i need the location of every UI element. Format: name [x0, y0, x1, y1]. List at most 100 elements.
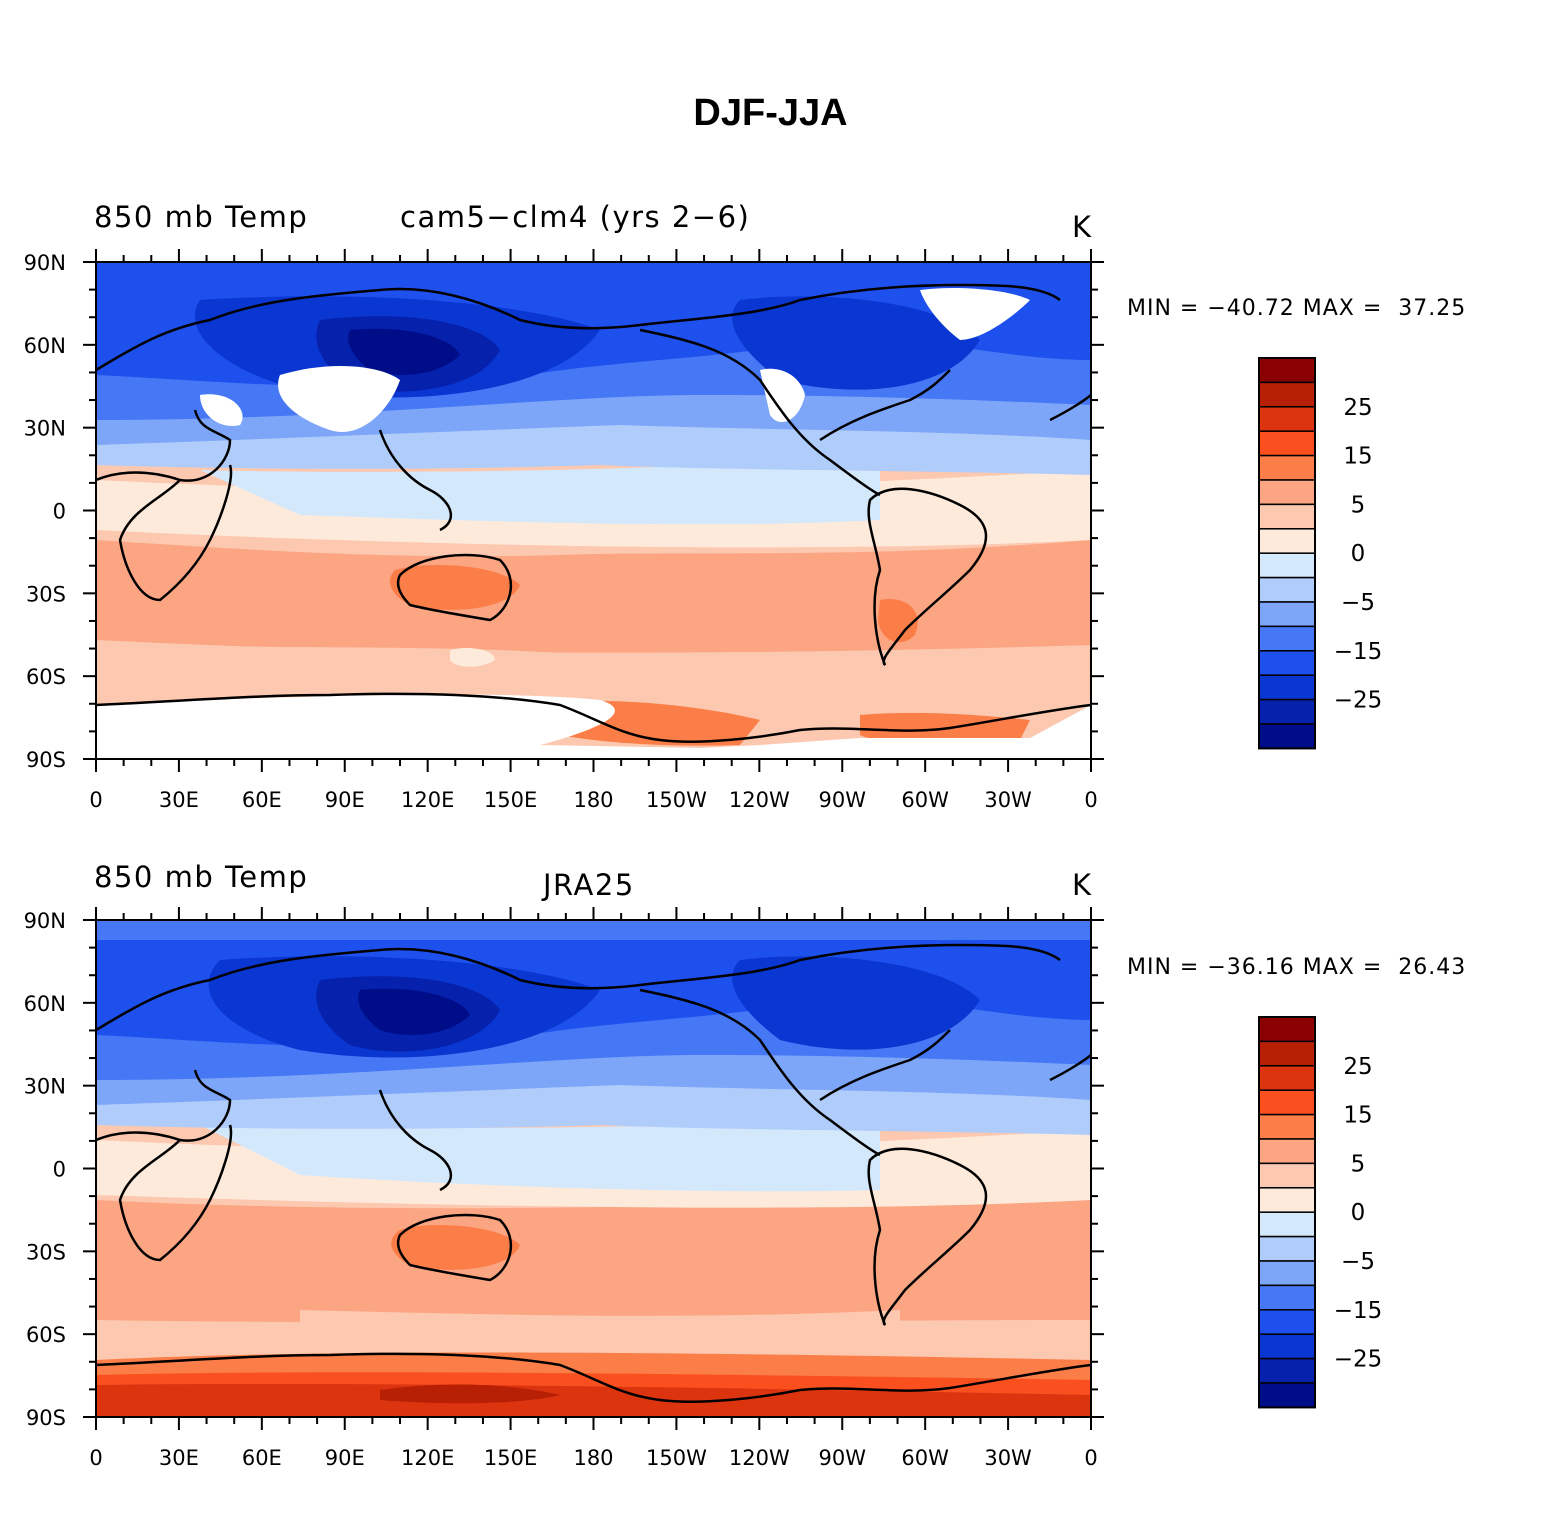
panel-2-colorbar-box [1258, 1162, 1316, 1189]
panel-1-case-label: cam5−clm4 (yrs 2−6) [400, 200, 751, 234]
panel-2-y-tick-label: 30N [24, 1075, 66, 1099]
panel-2-variable-label: 850 mb Temp [94, 860, 309, 894]
panel-2-colorbar-label: 5 [1351, 1151, 1366, 1177]
panel-2-colorbar-label: 15 [1343, 1103, 1372, 1129]
panel-1-x-tick-label: 150E [484, 788, 537, 812]
panel-2-colorbar-box [1258, 1065, 1316, 1091]
panel-1-colorbar-box [1258, 723, 1316, 750]
panel-2-y-tick-label: 60N [24, 992, 66, 1016]
panel-2-colorbar-box [1258, 1284, 1316, 1311]
panel-1-colorbar-label: 25 [1343, 395, 1372, 421]
panel-1-coastlines [96, 283, 1091, 743]
panel-2-y-tick-label: 0 [53, 1158, 66, 1182]
panel-1-colorbar-box [1258, 528, 1316, 554]
panel-1-colorbar-box [1258, 698, 1316, 725]
panel-2-x-tick-label: 90W [819, 1446, 867, 1470]
panel-2-x-tick-label: 30W [984, 1446, 1032, 1470]
panel-1-colorbar-box [1258, 576, 1316, 603]
panel-2-colorbar-box [1258, 1333, 1316, 1360]
panel-1-colorbar: 25 15 5 0 −5 −15 −25 [1258, 357, 1383, 750]
panel-1-x-tick-label: 120W [729, 788, 790, 812]
panel-1-x-tick-label: 150W [646, 788, 707, 812]
panel-2-min-max-stats: MIN = −36.16 MAX = 26.43 [1127, 955, 1467, 980]
panel-2-colorbar-label: 0 [1351, 1200, 1366, 1226]
panel-2-x-tick-label: 150W [646, 1446, 707, 1470]
panel-2-colorbar-box [1258, 1235, 1316, 1262]
panel-2-y-tick-label: 90N [24, 909, 66, 933]
panel-2-x-tick-label: 30E [159, 1446, 199, 1470]
panel-1-ticks: 90N 60N 30N 0 30S 60S 90S 0 30E 60E 90E 120E 150E 180… [24, 249, 1104, 812]
panel-1-x-tick-label: 30W [984, 788, 1032, 812]
panel-2-x-tick-label: 120W [729, 1446, 790, 1470]
panel-2-colorbar-label: 25 [1343, 1054, 1372, 1080]
panel-2-colorbar-box [1258, 1040, 1316, 1067]
panel-1-colorbar-label: −15 [1334, 639, 1383, 665]
panel-2-x-tick-label: 0 [1084, 1446, 1097, 1470]
panel-1-x-tick-label: 0 [1084, 788, 1097, 812]
panel-2-x-tick-label: 60E [242, 1446, 282, 1470]
panel-1-units-label: K [1072, 210, 1093, 244]
panel-2-colorbar-box [1258, 1113, 1316, 1140]
panel-1-y-tick-label: 30S [26, 582, 66, 606]
panel-1-x-tick-label: 30E [159, 788, 199, 812]
panel-1-colorbar-box [1258, 357, 1316, 384]
panel-1-colorbar-label: −5 [1341, 590, 1375, 616]
panel-2-case-label: JRA25 [543, 868, 635, 902]
panel-1-x-tick-label: 60E [242, 788, 282, 812]
panel-2-x-tick-label: 90E [325, 1446, 365, 1470]
panel-1-x-tick-label: 0 [89, 788, 102, 812]
panel-2-colorbar-box [1258, 1309, 1316, 1335]
panel-1-colorbar-box [1258, 454, 1316, 481]
panel-1-variable-label: 850 mb Temp [94, 200, 309, 234]
panel-2-colorbar-box [1258, 1016, 1316, 1043]
panel-1-colorbar-box [1258, 601, 1316, 628]
panel-1-colorbar-box [1258, 479, 1316, 506]
panel-2-x-tick-label: 120E [401, 1446, 454, 1470]
panel-2-y-tick-label: 90S [26, 1406, 66, 1430]
panel-2-colorbar-box [1258, 1357, 1316, 1384]
panel-1-colorbar-label: 15 [1343, 444, 1372, 470]
panel-2-coastlines [96, 943, 1091, 1403]
panel-2-colorbar-box [1258, 1187, 1316, 1213]
panel-1-colorbar-box [1258, 650, 1316, 676]
panel-1-colorbar-box [1258, 625, 1316, 652]
panel-1-x-tick-label: 90E [325, 788, 365, 812]
panel-1-colorbar-box [1258, 552, 1316, 579]
panel-1-x-tick-label: 180 [573, 788, 613, 812]
panel-2-colorbar-box [1258, 1089, 1316, 1116]
main-title: DJF-JJA [693, 92, 848, 134]
panel-2-ticks: 90N 60N 30N 0 30S 60S 90S 0 30E 60E 90E 120E 150E 180… [24, 907, 1104, 1470]
panel-1-colorbar-box [1258, 430, 1316, 457]
panel-2-units-label: K [1072, 868, 1093, 902]
panel-2-x-tick-label: 60W [901, 1446, 949, 1470]
panel-1-x-tick-label: 90W [819, 788, 867, 812]
panel-1-colorbar-box [1258, 406, 1316, 432]
panel-2-x-tick-label: 180 [573, 1446, 613, 1470]
panel-2-colorbar-box [1258, 1260, 1316, 1287]
panel-1-min-max-stats: MIN = −40.72 MAX = 37.25 [1127, 296, 1467, 321]
panel-2-colorbar-label: −25 [1334, 1347, 1383, 1373]
panel-2-colorbar-box [1258, 1211, 1316, 1238]
panel-1-y-tick-label: 90S [26, 748, 66, 772]
panel-1-colorbar-label: −25 [1334, 688, 1383, 714]
panel-1-y-tick-label: 90N [24, 251, 66, 275]
panel-1-y-tick-label: 0 [53, 500, 66, 524]
panel-2-map: 90N 60N 30N 0 30S 60S 90S 0 30E 60E 90E 120E 150E 180… [24, 907, 1104, 1470]
panel-1-colorbar-label: 5 [1351, 492, 1366, 518]
panel-2-colorbar-box [1258, 1382, 1316, 1409]
panel-1-map: 90N 60N 30N 0 30S 60S 90S 0 30E 60E 90E 120E 150E 180… [24, 249, 1104, 812]
panel-1-y-tick-label: 30N [24, 417, 66, 441]
panel-1-y-tick-label: 60S [26, 665, 66, 689]
panel-2-colorbar-label: −5 [1341, 1249, 1375, 1275]
panel-2-colorbar-box [1258, 1138, 1316, 1165]
panel-2-y-tick-label: 60S [26, 1323, 66, 1347]
panel-1-x-tick-label: 60W [901, 788, 949, 812]
panel-1-y-tick-label: 60N [24, 334, 66, 358]
panel-1-contour-fill [96, 262, 1091, 759]
panel-2-x-tick-label: 0 [89, 1446, 102, 1470]
panel-2-contour-fill [96, 920, 1091, 1417]
panel-1-colorbar-box [1258, 503, 1316, 530]
panel-2-colorbar-label: −15 [1334, 1298, 1383, 1324]
panel-1-colorbar-box [1258, 381, 1316, 408]
